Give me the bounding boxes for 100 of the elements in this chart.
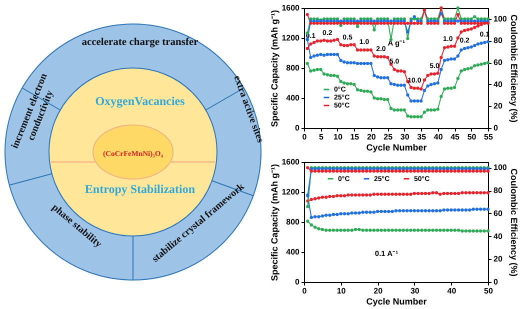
point (428, 192, 431, 196)
point (412, 22, 416, 25)
point (428, 209, 431, 212)
point (452, 44, 456, 48)
point (342, 81, 346, 85)
point (396, 84, 400, 87)
point (390, 192, 394, 196)
point (402, 84, 406, 87)
point (483, 62, 486, 66)
point (479, 191, 482, 194)
point (456, 54, 460, 58)
point (383, 228, 387, 232)
point (350, 211, 354, 215)
point (336, 212, 339, 216)
point (316, 39, 319, 43)
x-tick-label: 35 (417, 132, 427, 142)
point (332, 212, 336, 216)
point (412, 115, 416, 118)
point (346, 170, 350, 173)
point (405, 228, 409, 232)
point (313, 170, 317, 173)
point (475, 170, 479, 173)
point (352, 61, 356, 64)
y-tick-label: 1600 (282, 4, 300, 12)
point (364, 170, 368, 173)
point (482, 170, 486, 173)
point (317, 170, 320, 173)
point (368, 193, 372, 197)
point (336, 52, 340, 56)
point (398, 192, 402, 196)
point (422, 78, 426, 82)
point (406, 22, 410, 25)
x-tick-label: 30 (410, 286, 420, 296)
x-axis-title: Cycle Number (366, 142, 428, 152)
x-tick-label: 30 (400, 132, 410, 142)
point (354, 170, 358, 173)
point (453, 228, 456, 232)
point (336, 228, 339, 232)
point (310, 223, 313, 227)
y-tick-label: 1200 (282, 188, 300, 196)
point (420, 87, 423, 91)
point (309, 69, 312, 73)
point (394, 228, 398, 232)
point (476, 42, 480, 46)
point (379, 76, 383, 80)
point (372, 210, 376, 214)
point (319, 52, 322, 56)
y-tick-label: 400 (286, 248, 300, 256)
point (446, 228, 450, 232)
y2-tick-label: 100 (494, 14, 508, 24)
point (368, 170, 372, 173)
point (450, 44, 453, 48)
point (420, 209, 424, 212)
point (424, 228, 428, 232)
point (380, 228, 383, 232)
point (359, 88, 362, 92)
point (382, 98, 386, 102)
point (352, 82, 356, 86)
x-tick-label: 10 (334, 132, 343, 142)
point (472, 208, 475, 211)
point (442, 192, 446, 196)
point (346, 212, 350, 216)
y-tick-label: 400 (286, 94, 300, 102)
point (446, 170, 450, 173)
point (436, 81, 440, 85)
y-tick-label: 1600 (282, 158, 300, 166)
point (342, 212, 346, 216)
point (394, 192, 398, 196)
y2-tick-label: 80 (494, 36, 503, 46)
point (475, 229, 479, 233)
point (376, 192, 380, 196)
point (466, 46, 470, 50)
point (412, 86, 416, 90)
point (398, 170, 402, 173)
point (306, 62, 309, 66)
x-tick-label: 25 (384, 132, 394, 142)
point (364, 193, 368, 197)
point (486, 191, 490, 194)
point (460, 170, 464, 173)
point (412, 99, 416, 103)
y2-axis-title: Coulombic Efficiency (%) (508, 14, 519, 123)
point (339, 43, 342, 46)
point (346, 228, 350, 232)
point (406, 30, 410, 34)
point (342, 170, 346, 173)
point (336, 194, 339, 198)
point (464, 208, 468, 212)
point (354, 211, 358, 215)
y2-tick-label: 60 (494, 208, 503, 218)
point (328, 194, 332, 198)
point (380, 210, 383, 214)
point (442, 58, 446, 62)
point (416, 115, 420, 118)
point (368, 228, 372, 232)
point (342, 44, 346, 48)
point (369, 48, 372, 52)
point (386, 98, 390, 102)
point (430, 72, 433, 76)
point (468, 191, 472, 194)
point (339, 194, 342, 198)
